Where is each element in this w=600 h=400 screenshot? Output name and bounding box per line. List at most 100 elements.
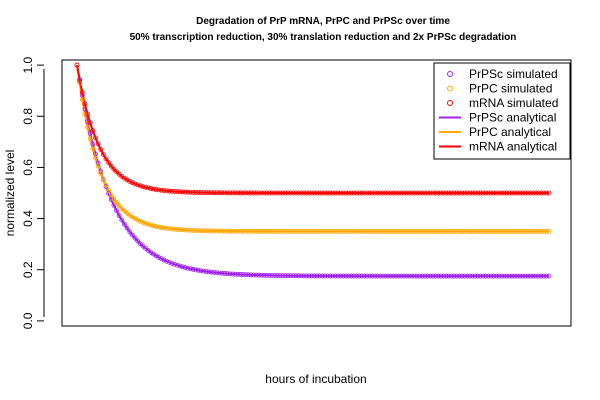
data-point	[219, 270, 225, 276]
data-point	[230, 271, 235, 277]
data-point	[304, 190, 309, 196]
y-tick-label: 0.6	[21, 159, 35, 176]
data-point	[227, 228, 233, 234]
data-point	[369, 273, 375, 279]
data-point	[372, 228, 378, 234]
data-point	[483, 273, 489, 279]
data-point	[298, 190, 304, 196]
data-point	[290, 190, 296, 196]
data-point	[522, 273, 528, 279]
data-point	[285, 190, 291, 196]
data-point	[520, 273, 526, 279]
data-point	[485, 190, 491, 196]
data-point	[269, 190, 275, 196]
data-point	[156, 187, 162, 193]
data-point	[238, 190, 243, 196]
data-point	[412, 273, 417, 279]
data-point	[177, 227, 183, 233]
data-point	[158, 225, 164, 230]
data-point	[377, 190, 383, 196]
series-points-prpc-simulated	[74, 62, 552, 234]
data-point	[467, 190, 473, 196]
data-point	[449, 190, 454, 196]
data-point	[198, 228, 204, 234]
data-point	[441, 228, 446, 234]
data-point	[232, 190, 238, 196]
data-point	[507, 273, 512, 279]
legend-label: mRNA simulated	[469, 96, 558, 110]
data-point	[393, 273, 399, 279]
data-point	[161, 225, 167, 231]
data-point	[137, 241, 143, 247]
data-point	[309, 273, 315, 279]
data-point	[330, 190, 336, 196]
data-point	[201, 268, 206, 274]
data-point	[153, 253, 159, 259]
data-point	[206, 269, 212, 275]
data-point	[409, 228, 415, 234]
data-point	[169, 188, 175, 194]
data-point	[280, 228, 286, 234]
data-point	[251, 190, 257, 196]
data-point	[153, 187, 159, 192]
data-point	[272, 228, 278, 234]
data-point	[364, 273, 370, 279]
data-point	[475, 190, 481, 196]
data-point	[383, 190, 388, 196]
data-point	[362, 228, 367, 234]
data-point	[201, 228, 206, 234]
data-point	[129, 232, 135, 238]
data-point	[298, 228, 304, 234]
data-point	[296, 273, 301, 279]
data-point	[343, 273, 349, 279]
chart-title: Degradation of PrP mRNA, PrPC and PrPSc …	[196, 16, 450, 27]
data-point	[396, 228, 402, 234]
data-point	[288, 190, 293, 196]
data-point	[235, 271, 241, 277]
data-point	[301, 273, 307, 279]
data-point	[536, 273, 541, 279]
data-point	[153, 223, 159, 229]
data-point	[530, 190, 536, 196]
data-point	[85, 119, 90, 125]
data-point	[546, 273, 552, 279]
data-point	[459, 273, 465, 279]
data-point	[493, 190, 499, 196]
data-point	[372, 190, 378, 196]
y-tick-label: 0.0	[21, 312, 35, 329]
data-point	[85, 124, 90, 130]
data-point	[309, 228, 315, 234]
data-point	[151, 223, 156, 229]
data-point	[388, 190, 394, 196]
data-point	[317, 228, 322, 234]
data-point	[185, 265, 191, 271]
data-point	[427, 190, 433, 196]
data-point	[274, 228, 280, 234]
data-point	[459, 228, 465, 234]
data-point	[277, 190, 283, 196]
data-point	[174, 262, 180, 268]
data-point	[422, 273, 428, 279]
data-point	[95, 141, 101, 147]
data-point	[277, 273, 283, 279]
data-point	[507, 228, 512, 234]
data-point	[451, 228, 457, 234]
data-point	[451, 190, 457, 196]
data-point	[543, 228, 549, 234]
data-point	[98, 170, 104, 176]
data-point	[261, 228, 267, 234]
data-point	[514, 228, 520, 234]
y-tick-label: 1.0	[21, 56, 35, 73]
data-point	[346, 273, 352, 279]
data-point	[224, 190, 230, 196]
data-point	[306, 190, 312, 196]
data-point	[327, 228, 333, 234]
data-point	[488, 190, 494, 196]
data-point	[456, 273, 462, 279]
data-point	[496, 190, 502, 196]
data-point	[338, 228, 344, 234]
data-point	[114, 200, 119, 206]
data-point	[132, 216, 138, 222]
data-point	[530, 273, 536, 279]
data-point	[409, 273, 415, 279]
